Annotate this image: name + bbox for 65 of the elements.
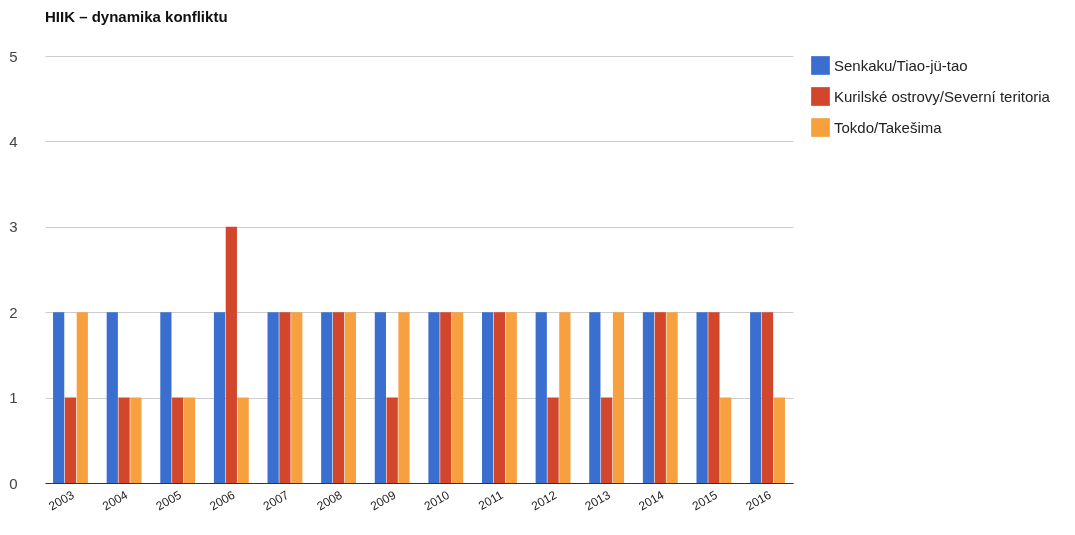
bar [547, 397, 559, 483]
x-tick-label: 2008 [314, 487, 345, 514]
x-tick-label: 2003 [46, 487, 77, 514]
bar [654, 312, 666, 483]
bar [452, 312, 464, 483]
bar [53, 312, 65, 483]
legend-label: Tokdo/Takešima [834, 118, 943, 136]
y-tick-label: 4 [9, 132, 18, 150]
bar [106, 312, 118, 483]
bar [130, 397, 142, 483]
bar [428, 312, 440, 483]
bar [160, 312, 172, 483]
x-tick-label: 2012 [528, 487, 560, 514]
bar [386, 397, 398, 483]
bar [696, 312, 708, 483]
bar [172, 397, 184, 483]
bar [612, 312, 625, 483]
bar [708, 312, 720, 483]
bar [642, 312, 655, 483]
x-tick-label: 2005 [153, 487, 184, 514]
y-tick-label: 1 [9, 389, 18, 407]
bar [118, 397, 130, 483]
bar [344, 312, 356, 483]
chart-title: HIIK – dynamika konfliktu [45, 8, 228, 25]
y-tick-label: 5 [9, 47, 18, 65]
bar [332, 312, 345, 483]
bar [225, 226, 237, 483]
x-tick-label: 2016 [743, 487, 774, 514]
bar [291, 312, 303, 483]
bar [535, 312, 547, 483]
bar [279, 312, 291, 483]
bar [505, 312, 517, 483]
bar [398, 312, 410, 483]
x-tick-label: 2004 [99, 487, 131, 514]
bar [666, 312, 678, 483]
x-tick-label: 2011 [476, 487, 506, 513]
x-tick-label: 2013 [582, 487, 613, 514]
y-tick-label: 0 [9, 474, 18, 492]
y-tick-label: 2 [9, 303, 18, 321]
bar [374, 312, 386, 483]
bar [267, 312, 279, 483]
x-tick-label: 2014 [636, 487, 667, 514]
bar [237, 397, 249, 483]
bar [321, 312, 333, 483]
x-tick-label: 2006 [207, 487, 238, 514]
bar [761, 312, 774, 483]
legend-label: Kurilské ostrovy/Severní teritoria [834, 87, 1051, 105]
bar [720, 397, 732, 483]
bar [750, 312, 762, 483]
bar [493, 312, 506, 483]
x-tick-label: 2010 [421, 487, 453, 514]
bar [183, 397, 196, 483]
y-tick-label: 3 [9, 218, 18, 236]
bar [76, 312, 88, 483]
x-tick-label: 2009 [368, 487, 399, 514]
bar [601, 397, 613, 483]
bar [213, 312, 226, 483]
bar [773, 397, 785, 483]
bar [64, 397, 77, 483]
bar [559, 312, 571, 483]
bar [589, 312, 601, 483]
bar [440, 312, 452, 483]
legend-label: Senkaku/Tiao-jü-tao [834, 56, 968, 74]
bar [482, 312, 494, 483]
x-tick-label: 2015 [689, 487, 721, 514]
